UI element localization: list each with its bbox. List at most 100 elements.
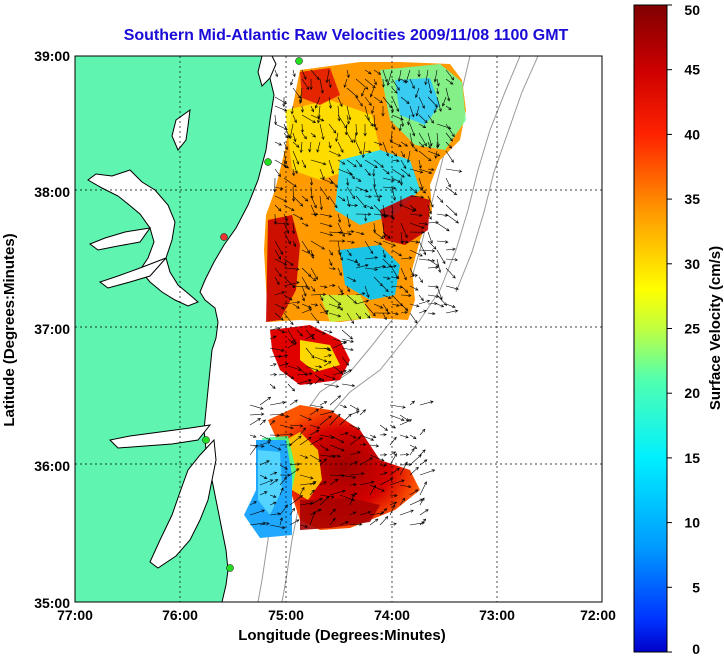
velocity-vector xyxy=(309,489,315,496)
velocity-vector xyxy=(436,87,440,95)
velocity-vector xyxy=(337,159,346,165)
velocity-vector xyxy=(309,437,323,446)
velocity-vector xyxy=(328,123,337,134)
velocity-vector xyxy=(274,222,290,226)
colorbar-tick-label: 50 xyxy=(684,2,700,18)
velocity-vector xyxy=(427,167,435,172)
velocity-vector xyxy=(283,300,301,305)
velocity-vector xyxy=(434,150,438,159)
velocity-vector xyxy=(346,285,350,293)
velocity-vector xyxy=(409,186,418,194)
velocity-vector xyxy=(346,168,355,180)
velocity-vector xyxy=(409,213,423,217)
velocity-vector xyxy=(249,404,264,410)
velocity-vector xyxy=(346,105,352,121)
velocity-vector xyxy=(249,434,257,438)
velocity-vector xyxy=(364,168,371,177)
velocity-vector xyxy=(442,96,447,107)
velocity-vector xyxy=(341,338,355,343)
velocity-vector xyxy=(296,372,313,376)
velocity-vector xyxy=(400,96,410,105)
velocity-vector xyxy=(418,186,427,194)
velocity-vector xyxy=(427,141,431,150)
velocity-vector xyxy=(301,159,306,169)
velocity-vector xyxy=(349,483,357,487)
velocity-vector xyxy=(436,303,445,308)
y-axis-ticks: 39:00 38:00 37:00 36:00 35:00 xyxy=(34,48,70,611)
velocity-vector xyxy=(399,509,414,516)
velocity-vector xyxy=(269,444,282,451)
velocity-vector xyxy=(292,195,304,207)
velocity-vector xyxy=(274,204,282,212)
velocity-vector xyxy=(445,285,459,291)
velocity-vector xyxy=(364,69,372,75)
velocity-vector xyxy=(328,312,342,318)
velocity-vector xyxy=(389,414,405,421)
velocity-vector xyxy=(445,213,459,224)
velocity-vector xyxy=(309,404,324,409)
velocity-vector xyxy=(364,256,379,260)
velocity-vector xyxy=(418,222,429,226)
velocity-vector xyxy=(409,303,420,308)
velocity-vector xyxy=(282,96,286,108)
velocity-vector xyxy=(287,329,296,343)
velocity-vector xyxy=(361,141,366,159)
velocity-vector xyxy=(328,96,333,109)
colorbar-tick-label: 5 xyxy=(692,579,700,595)
velocity-vector xyxy=(418,309,427,314)
colorbar-tick-label: 25 xyxy=(684,321,700,337)
velocity-vector xyxy=(398,123,402,132)
velocity-vector xyxy=(359,511,372,516)
velocity-vector xyxy=(283,312,294,326)
x-axis-label: Longitude (Degrees:Minutes) xyxy=(238,627,446,644)
velocity-vector xyxy=(382,312,387,321)
velocity-vector xyxy=(445,150,454,163)
velocity-vector xyxy=(379,453,388,457)
velocity-vector xyxy=(373,276,383,287)
velocity-vector xyxy=(364,194,372,199)
velocity-vector xyxy=(346,312,355,325)
velocity-vector xyxy=(309,509,322,516)
velocity-vector xyxy=(427,78,433,95)
velocity-vector xyxy=(319,186,330,201)
velocity-vector xyxy=(400,141,409,147)
velocity-vector xyxy=(418,249,436,253)
velocity-vector xyxy=(391,168,405,178)
velocity-vector xyxy=(292,213,304,220)
velocity-vector xyxy=(382,249,386,259)
velocity-vector xyxy=(382,213,394,218)
velocity-vector xyxy=(319,309,330,314)
velocity-vector xyxy=(363,213,368,222)
velocity-vector xyxy=(346,203,359,207)
velocity-vector xyxy=(309,409,319,416)
velocity-vector xyxy=(274,96,287,104)
velocity-vector xyxy=(355,312,362,320)
velocity-vector xyxy=(373,114,377,128)
velocity-vector xyxy=(409,434,417,440)
velocity-vector xyxy=(427,114,434,124)
velocity-vector xyxy=(283,222,290,234)
velocity-vector xyxy=(279,476,288,486)
velocity-vector xyxy=(283,159,287,169)
velocity-vector xyxy=(427,311,436,316)
velocity-vector xyxy=(382,276,391,280)
velocity-vector xyxy=(283,276,296,289)
velocity-vector xyxy=(269,401,286,406)
velocity-vector xyxy=(400,293,412,298)
velocity-vector xyxy=(397,69,402,82)
velocity-vector xyxy=(400,256,413,260)
velocity-vector xyxy=(419,518,427,526)
velocity-vector xyxy=(319,168,325,180)
delaware-bay xyxy=(257,56,277,87)
velocity-vector xyxy=(373,240,383,245)
velocity-vector xyxy=(332,341,347,349)
velocity-vector xyxy=(328,159,335,175)
velocity-vector xyxy=(349,522,363,527)
velocity-vector xyxy=(289,123,294,140)
chart-title: Southern Mid-Atlantic Raw Velocities 200… xyxy=(124,27,569,44)
velocity-vector xyxy=(308,141,312,153)
velocity-vector xyxy=(323,329,333,334)
velocity-vector xyxy=(436,195,444,203)
velocity-vector xyxy=(355,78,369,90)
